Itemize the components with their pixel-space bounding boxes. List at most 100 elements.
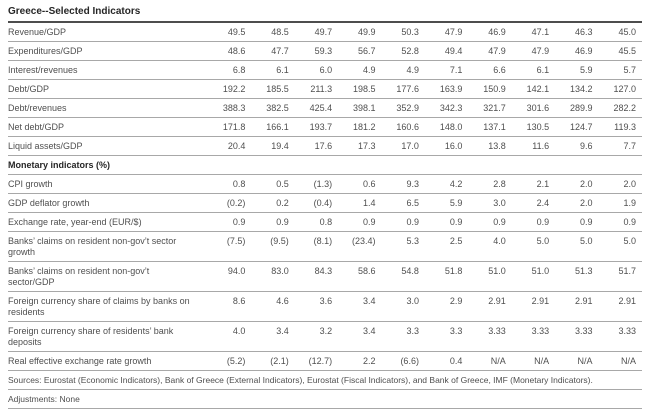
cell-value: N/A [555,351,599,371]
cell-value: 0.4 [424,351,469,371]
cell-value: (5.2) [208,351,252,371]
cell-value: 0.9 [511,212,556,232]
cell-value: 17.6 [294,136,339,156]
cell-value: 50.3 [381,22,425,42]
cell-value: 3.33 [468,321,512,352]
cell-value: 46.3 [555,22,599,42]
cell-value: 301.6 [511,98,556,118]
cell-value: 124.7 [555,117,599,137]
cell-value: (0.4) [294,193,339,213]
cell-value: 2.0 [555,193,599,213]
cell-value: 49.5 [208,22,252,42]
cell-value: 51.3 [555,261,599,292]
cell-value: 0.9 [338,212,382,232]
cell-value: 160.6 [381,117,425,137]
cell-value: 388.3 [208,98,252,118]
row-label: Banks’ claims on resident non-gov’t sect… [8,231,208,262]
cell-value: 94.0 [208,261,252,292]
cell-value: 45.0 [598,22,642,42]
cell-value: 49.7 [294,22,339,42]
cell-value: 2.91 [555,291,599,322]
table-row: GDP deflator growth (0.2) 0.2 (0.4) 1.4 6.5 5.… [8,193,642,213]
adjustments-note: Adjustments: None [8,390,642,409]
cell-value: 127.0 [598,79,642,99]
cell-value: 211.3 [294,79,339,99]
cell-value: 8.6 [208,291,252,322]
row-label: Interest/revenues [8,60,208,80]
table-row: Debt/GDP 192.2 185.5 211.3 198.5 177.6 163.9 15… [8,79,642,99]
cell-value: 130.5 [511,117,556,137]
cell-value: 3.33 [598,321,642,352]
cell-value: 382.5 [251,98,295,118]
cell-value: 6.0 [294,60,339,80]
cell-value: 425.4 [294,98,339,118]
cell-value: 3.33 [511,321,556,352]
cell-value: 59.3 [294,41,339,61]
sources-note: Sources: Eurostat (Economic Indicators),… [8,371,642,390]
cell-value: 19.4 [251,136,295,156]
cell-value: 4.0 [208,321,252,352]
cell-value: 3.4 [251,321,295,352]
row-label: Net debt/GDP [8,117,208,137]
cell-value: 0.2 [251,193,295,213]
cell-value: (7.5) [208,231,252,262]
cell-value: 4.9 [381,60,425,80]
cell-value: 13.8 [468,136,512,156]
cell-value: N/A [511,351,556,371]
cell-value: 3.6 [294,291,339,322]
cell-value: 142.1 [511,79,556,99]
cell-value: 51.0 [468,261,512,292]
cell-value: 84.3 [294,261,339,292]
cell-value: (9.5) [251,231,295,262]
cell-value: 3.4 [338,321,382,352]
cell-value: 4.2 [424,174,469,194]
cell-value: 51.0 [511,261,556,292]
cell-value: 2.1 [511,174,556,194]
cell-value: 0.9 [468,212,512,232]
cell-value: 56.7 [338,41,382,61]
cell-value: 193.7 [294,117,339,137]
table-title: Greece--Selected Indicators [8,4,642,23]
cell-value: 47.7 [251,41,295,61]
cell-value: 45.5 [598,41,642,61]
row-label: Real effective exchange rate growth [8,351,208,371]
section-header-row: Monetary indicators (%) [8,155,642,175]
cell-value: 11.6 [511,136,556,156]
title-row: Greece--Selected Indicators [8,4,642,23]
cell-value: 51.8 [424,261,469,292]
cell-value: 46.9 [468,22,512,42]
cell-value: 163.9 [424,79,469,99]
cell-value: 6.8 [208,60,252,80]
cell-value: 134.2 [555,79,599,99]
cell-value: 5.9 [555,60,599,80]
cell-value: 2.0 [555,174,599,194]
cell-value: 47.9 [424,22,469,42]
cell-value: 5.0 [555,231,599,262]
cell-value: 398.1 [338,98,382,118]
cell-value: 2.0 [598,174,642,194]
cell-value: 185.5 [251,79,295,99]
cell-value: (0.2) [208,193,252,213]
cell-value: 46.9 [555,41,599,61]
cell-value: 177.6 [381,79,425,99]
table-row: Debt/revenues 388.3 382.5 425.4 398.1 352.9 34… [8,98,642,118]
cell-value: 192.2 [208,79,252,99]
row-label: Debt/revenues [8,98,208,118]
cell-value: 2.8 [468,174,512,194]
cell-value: 3.2 [294,321,339,352]
row-label: Foreign currency share of residents’ ban… [8,321,208,352]
table-row: Exchange rate, year-end (EUR/$) 0.9 0.9 0.8… [8,212,642,232]
cell-value: 5.7 [598,60,642,80]
table-row: Net debt/GDP 171.8 166.1 193.7 181.2 160.6 148… [8,117,642,137]
cell-value: 7.1 [424,60,469,80]
cell-value: 4.9 [338,60,382,80]
cell-value: 54.8 [381,261,425,292]
cell-value: 9.6 [555,136,599,156]
cell-value: 4.0 [468,231,512,262]
cell-value: 0.8 [208,174,252,194]
cell-value: 2.91 [468,291,512,322]
cell-value: 20.4 [208,136,252,156]
cell-value: (8.1) [294,231,339,262]
row-label: Banks’ claims on resident non-gov’t sect… [8,261,208,292]
cell-value: 0.9 [208,212,252,232]
